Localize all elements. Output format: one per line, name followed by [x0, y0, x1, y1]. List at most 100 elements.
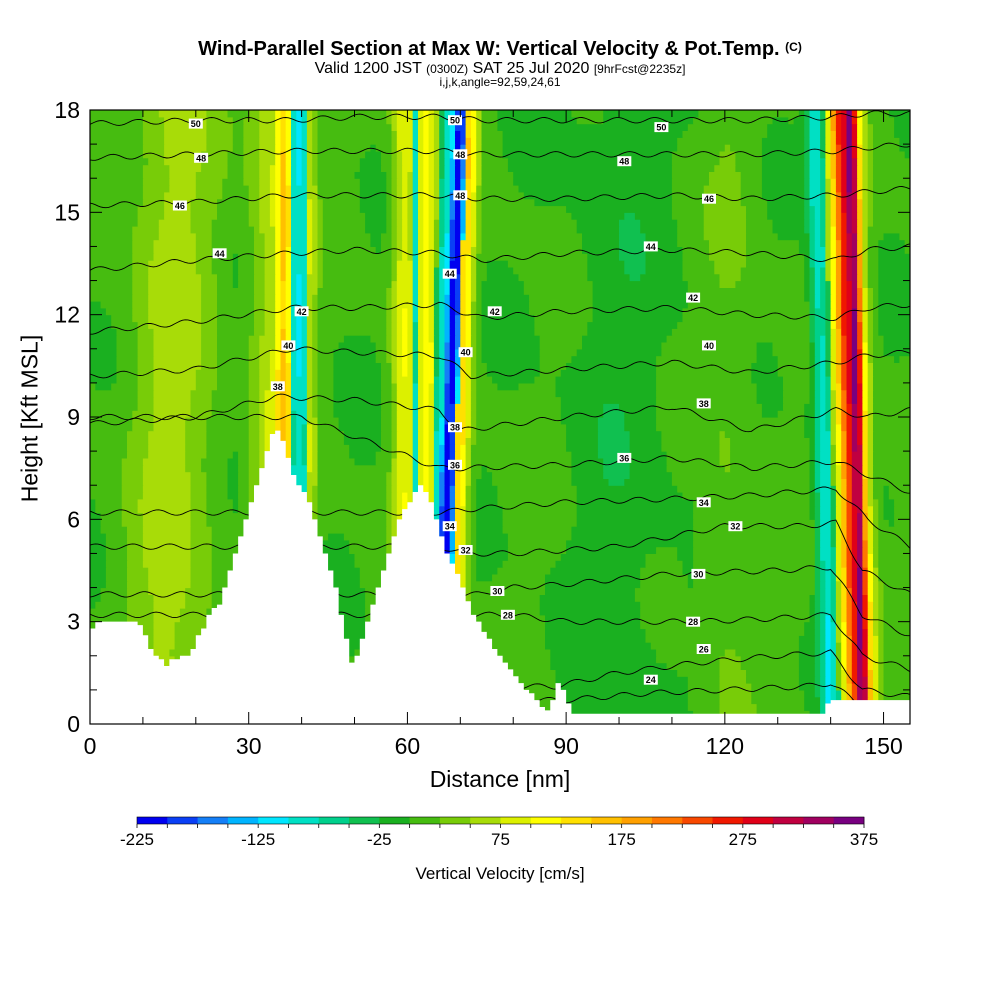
velocity-cell	[476, 492, 498, 500]
velocity-cell	[460, 505, 467, 514]
velocity-cell	[381, 369, 393, 377]
velocity-cell	[534, 198, 673, 207]
velocity-cell	[248, 444, 260, 452]
velocity-cell	[857, 110, 863, 118]
velocity-cell	[381, 423, 393, 432]
velocity-cell	[444, 205, 451, 213]
velocity-cell	[846, 150, 853, 159]
velocity-cell	[867, 662, 874, 670]
velocity-cell	[460, 389, 467, 398]
velocity-cell	[746, 676, 800, 684]
velocity-cell	[396, 137, 414, 145]
contour-label-44: 44	[212, 248, 227, 259]
velocity-cell	[857, 246, 863, 254]
velocity-cell	[820, 505, 832, 514]
colorbar-swatch	[833, 817, 865, 824]
velocity-cell	[460, 492, 467, 500]
velocity-cell	[814, 539, 821, 548]
velocity-cell	[280, 144, 287, 152]
velocity-cell	[312, 137, 319, 145]
velocity-cell	[444, 369, 451, 377]
velocity-cell	[439, 471, 446, 479]
velocity-cell	[433, 253, 440, 261]
velocity-cell	[396, 498, 403, 507]
contour-label-bg	[281, 340, 296, 351]
velocity-cell	[841, 150, 848, 159]
velocity-cell	[545, 635, 647, 643]
velocity-cell	[666, 662, 721, 670]
velocity-cell	[841, 676, 848, 684]
velocity-cell	[830, 594, 837, 602]
velocity-cell	[804, 253, 811, 261]
velocity-cell	[719, 703, 758, 711]
velocity-cell	[862, 307, 869, 316]
velocity-cell	[259, 382, 271, 391]
velocity-cell	[661, 430, 721, 438]
velocity-cell	[846, 266, 853, 275]
velocity-cell	[433, 116, 440, 125]
velocity-cell	[433, 280, 440, 288]
velocity-cell	[867, 314, 874, 323]
velocity-cell	[862, 608, 869, 616]
velocity-cell	[301, 437, 308, 445]
colorbar-swatch	[258, 817, 289, 824]
velocity-cell	[470, 560, 477, 568]
velocity-cell	[312, 410, 319, 418]
velocity-cell	[439, 171, 446, 179]
velocity-cell	[888, 485, 910, 493]
velocity-cell	[841, 287, 848, 295]
velocity-cell	[142, 519, 192, 527]
velocity-cell	[449, 478, 456, 486]
velocity-cell	[878, 546, 910, 554]
velocity-cell	[772, 226, 805, 234]
velocity-cell	[862, 260, 869, 268]
velocity-cell	[428, 137, 435, 145]
velocity-cell	[317, 144, 371, 152]
velocity-cell	[460, 260, 467, 268]
velocity-cell	[285, 130, 292, 138]
velocity-cell	[476, 362, 488, 370]
velocity-cell	[465, 580, 472, 589]
velocity-cell	[428, 307, 435, 316]
velocity-cell	[312, 492, 319, 500]
velocity-cell	[703, 191, 742, 200]
velocity-cell	[449, 321, 456, 329]
velocity-cell	[851, 553, 858, 561]
velocity-cell	[296, 171, 303, 179]
velocity-cell	[444, 342, 451, 350]
velocity-cell	[201, 348, 218, 357]
velocity-cell	[433, 382, 440, 391]
velocity-cell	[211, 533, 250, 541]
velocity-cell	[153, 594, 186, 602]
velocity-cell	[391, 417, 398, 425]
velocity-cell	[211, 260, 234, 268]
velocity-cell	[809, 355, 816, 363]
velocity-cell	[497, 382, 520, 391]
velocity-cell	[857, 328, 863, 336]
velocity-cell	[835, 116, 842, 125]
velocity-cell	[846, 226, 853, 234]
velocity-cell	[238, 492, 250, 500]
velocity-cell	[423, 301, 430, 309]
velocity-cell	[857, 628, 863, 636]
velocity-cell	[820, 301, 826, 309]
velocity-cell	[259, 144, 276, 152]
velocity-cell	[291, 451, 297, 459]
velocity-cell	[761, 171, 805, 179]
velocity-cell	[232, 253, 239, 261]
velocity-cell	[301, 301, 308, 309]
velocity-cell	[412, 130, 419, 138]
velocity-cell	[703, 232, 747, 241]
velocity-cell	[90, 130, 144, 138]
velocity-cell	[470, 157, 477, 166]
velocity-cell	[142, 526, 192, 534]
velocity-cell	[206, 130, 234, 138]
velocity-cell	[439, 505, 446, 514]
velocity-cell	[306, 396, 313, 404]
velocity-cell	[470, 642, 546, 650]
velocity-cell	[830, 137, 837, 145]
velocity-cell	[195, 369, 218, 377]
velocity-cell	[830, 321, 837, 329]
velocity-cell	[423, 382, 430, 391]
x-tick-label: 90	[553, 733, 579, 759]
